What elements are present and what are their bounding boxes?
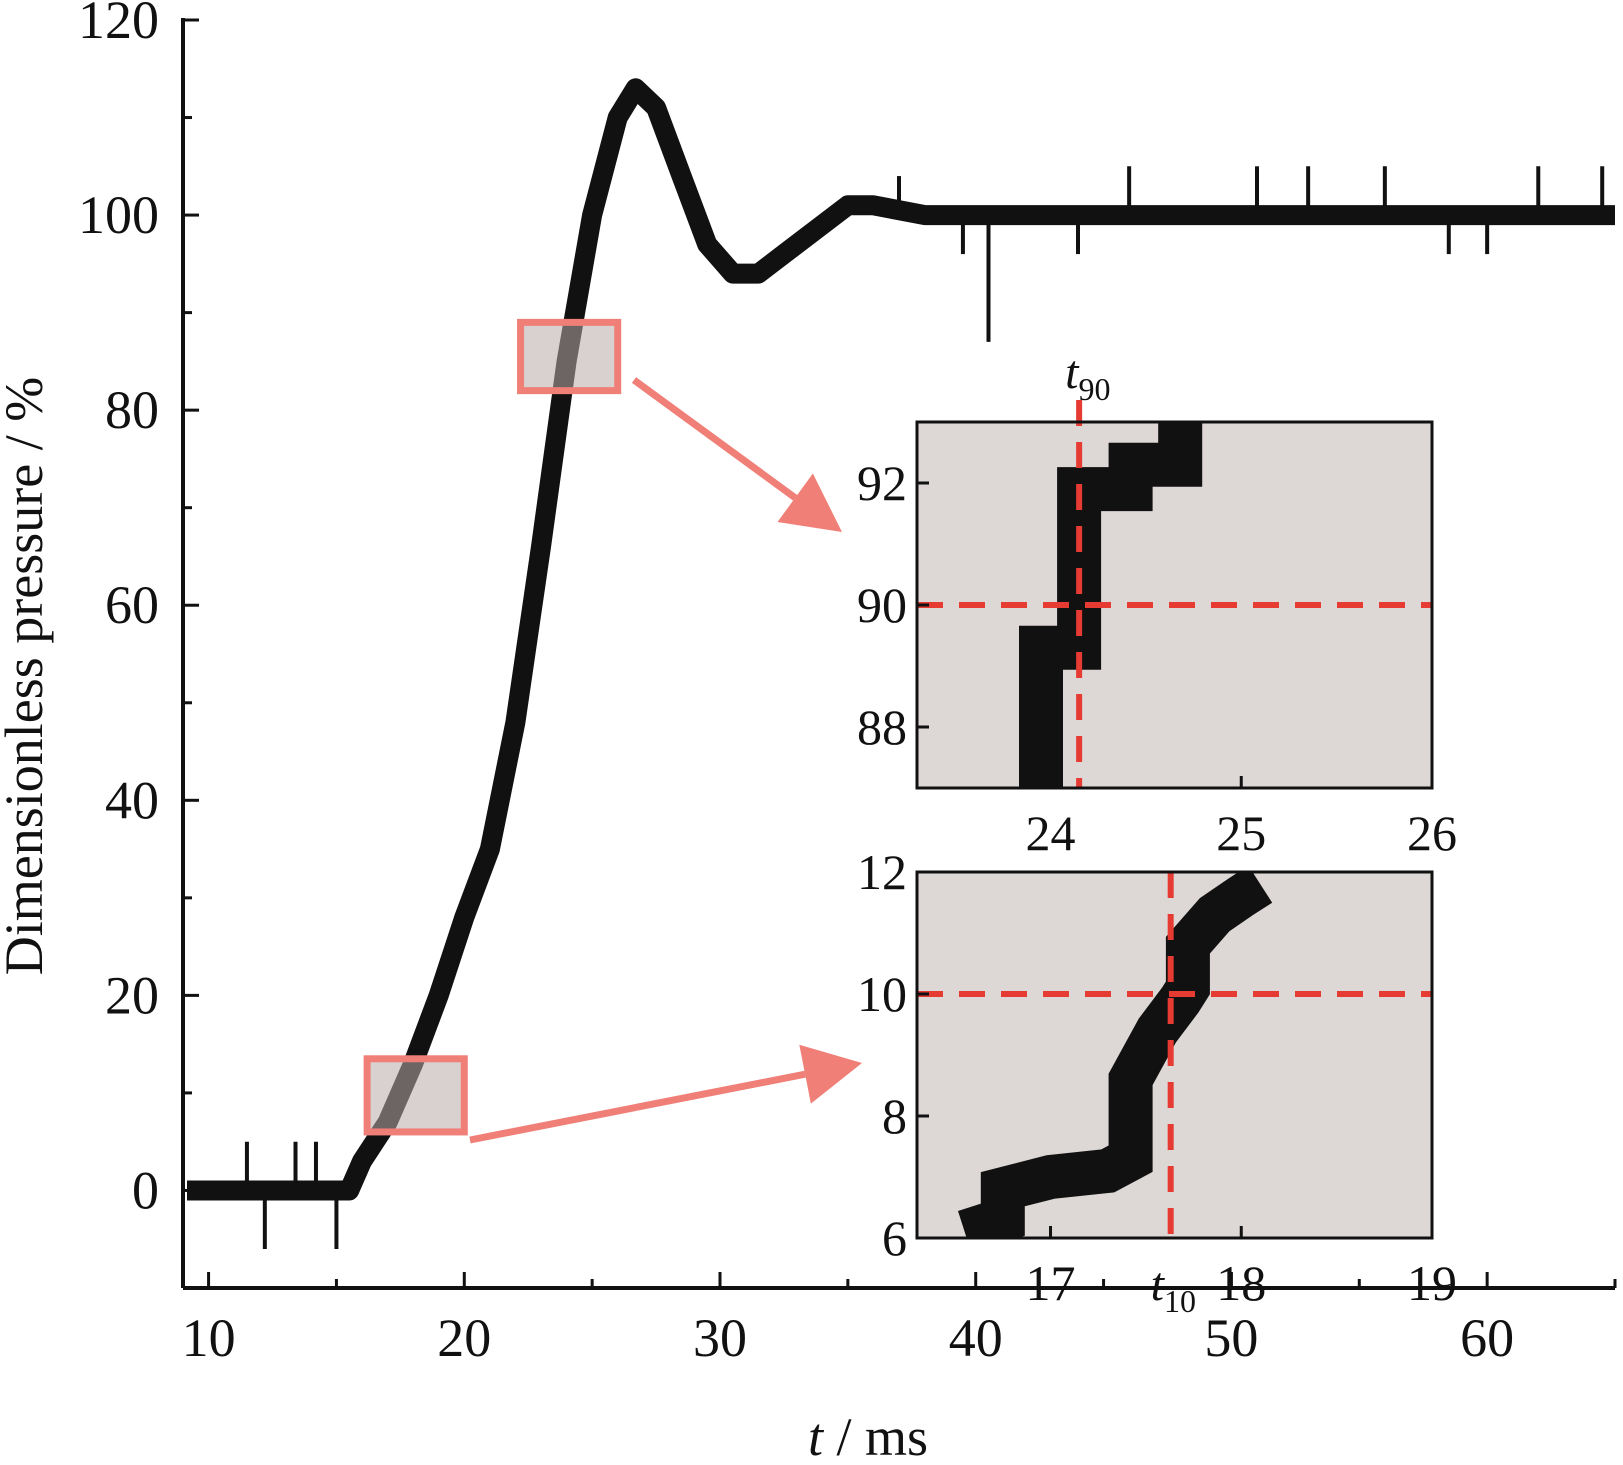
inset-y-tick-label: 10 — [857, 966, 907, 1022]
y-tick-label: 100 — [78, 185, 159, 245]
zoom-arrows — [469, 377, 862, 1144]
inset-x-tick-label: 25 — [1216, 805, 1266, 861]
t90-marker-label: t90 — [1065, 346, 1110, 407]
t10-marker-label: t10 — [1151, 1258, 1196, 1319]
inset-y-tick-label: 92 — [857, 455, 907, 511]
inset-x-tick-label: 18 — [1216, 1255, 1266, 1311]
zoom-arrow-head — [799, 1044, 862, 1104]
y-tick-label: 60 — [105, 575, 159, 635]
y-tick-label: 0 — [132, 1160, 159, 1220]
zoom-arrow-head — [777, 473, 842, 532]
pressure-trace — [187, 78, 1615, 1201]
zoom-arrow-line — [631, 377, 798, 501]
y-tick-label: 40 — [105, 770, 159, 830]
x-tick-label: 60 — [1460, 1308, 1514, 1368]
inset-y-tick-label: 12 — [857, 844, 907, 900]
zoom-highlight-box — [517, 318, 622, 395]
inset-t90-threshold-lines — [917, 400, 1432, 788]
x-tick-label: 50 — [1204, 1308, 1258, 1368]
inset-y-tick-label: 88 — [857, 699, 907, 755]
inset-x-tick-label: 17 — [1026, 1255, 1076, 1311]
inset-t90-series — [1019, 422, 1203, 788]
inset-t10: 17 18 19 6 8 10 12 t10 — [857, 844, 1457, 1319]
inset-pressure-trace — [1019, 422, 1203, 788]
inset-t90-ticks: 24 25 26 88 90 92 — [857, 455, 1457, 861]
main-series — [187, 78, 1615, 1249]
inset-t10-threshold-lines — [917, 872, 1432, 1244]
zoom-highlight-box — [363, 1055, 468, 1136]
inset-y-tick-label: 8 — [882, 1088, 907, 1144]
zoom-arrow-line — [469, 1070, 806, 1144]
x-tick-label: 30 — [693, 1308, 747, 1368]
inset-x-tick-label: 24 — [1026, 805, 1076, 861]
inset-t10-series — [957, 872, 1273, 1238]
inset-y-tick-label: 6 — [882, 1210, 907, 1266]
x-axis-title: t / ms — [808, 1407, 928, 1465]
inset-y-tick-label: 90 — [857, 577, 907, 633]
x-tick-label: 10 — [182, 1308, 236, 1368]
y-axis-title: Dimensionless pressure / % — [0, 377, 54, 975]
y-tick-label: 20 — [105, 965, 159, 1025]
inset-t10-ticks: 17 18 19 6 8 10 12 — [857, 844, 1457, 1311]
main-ticks: 10 20 30 40 50 60 0 20 40 60 80 100 120 — [78, 0, 1617, 1368]
inset-t10-frame — [915, 870, 1434, 1240]
highlight-boxes — [363, 318, 622, 1136]
x-tick-label: 40 — [949, 1308, 1003, 1368]
inset-x-tick-label: 19 — [1407, 1255, 1457, 1311]
x-tick-label: 20 — [437, 1308, 491, 1368]
y-tick-label: 80 — [105, 380, 159, 440]
inset-pressure-trace — [957, 872, 1273, 1238]
inset-x-tick-label: 26 — [1407, 805, 1457, 861]
y-tick-label: 120 — [78, 0, 159, 50]
inset-t90: 24 25 26 88 90 92 t90 — [857, 346, 1457, 861]
